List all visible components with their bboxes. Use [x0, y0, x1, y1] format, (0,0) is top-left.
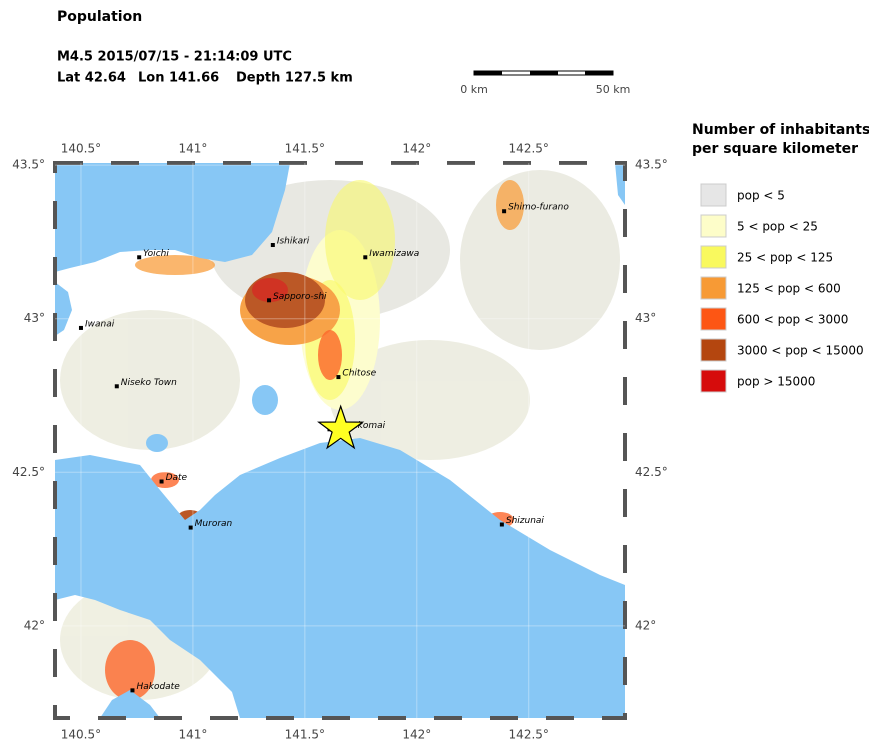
city-label: Tomakomai	[333, 421, 385, 431]
y-tick-label: 42°	[24, 618, 45, 632]
legend-label: 600 < pop < 3000	[737, 313, 848, 327]
legend-label: 125 < pop < 600	[737, 282, 841, 296]
city-marker	[78, 325, 83, 330]
city-label: Date	[166, 473, 188, 483]
lat-info: Lat 42.64	[57, 71, 126, 86]
city-marker	[188, 525, 193, 530]
title: Population	[57, 9, 142, 25]
x-tick-label: 142.5°	[509, 728, 549, 742]
city-label: Sapporo-shi	[273, 292, 327, 302]
city-marker	[502, 209, 507, 214]
x-tick-label: 141.5°	[285, 728, 325, 742]
legend-swatch	[700, 307, 727, 331]
scale-start: 0 km	[460, 83, 488, 96]
legend-swatch	[700, 245, 727, 269]
legend-label: 25 < pop < 125	[737, 251, 833, 265]
legend: Number of inhabitants per square kilomet…	[692, 122, 869, 393]
city-label: Shizunai	[506, 516, 545, 526]
city-label: Chitose	[342, 369, 376, 379]
city-label: Yoichi	[143, 249, 169, 259]
depth-info: Depth 127.5 km	[236, 71, 353, 86]
city-marker	[114, 384, 119, 389]
scale-end: 50 km	[596, 83, 631, 96]
event-info: M4.5 2015/07/15 - 21:14:09 UTC	[57, 50, 292, 65]
legend-swatch	[700, 338, 727, 362]
lon-info: Lon 141.66	[138, 71, 219, 86]
y-tick-label: 43°	[24, 311, 45, 325]
y-tick-label: 43°	[635, 311, 656, 325]
city-marker	[363, 255, 368, 260]
city-label: Niseko Town	[121, 378, 177, 388]
x-tick-label: 140.5°	[61, 142, 101, 156]
city-marker	[159, 479, 164, 484]
city-label: Iwamizawa	[369, 249, 419, 259]
x-tick-label: 142.5°	[509, 142, 549, 156]
legend-label: pop < 5	[737, 189, 785, 203]
y-tick-label: 42.5°	[635, 465, 668, 479]
y-tick-label: 43.5°	[12, 158, 45, 172]
x-tick-label: 141.5°	[285, 142, 325, 156]
city-label: Ishikari	[277, 237, 310, 247]
legend-title: Number of inhabitants	[692, 122, 869, 138]
y-tick-label: 42.5°	[12, 465, 45, 479]
city-marker	[137, 255, 142, 260]
x-tick-label: 142°	[402, 728, 431, 742]
city-label: Iwanai	[85, 319, 115, 329]
legend-swatch	[700, 369, 727, 393]
legend-swatch	[700, 276, 727, 300]
city-marker	[270, 243, 275, 248]
x-tick-label: 140.5°	[61, 728, 101, 742]
city-marker	[267, 298, 272, 303]
city-label: Hakodate	[136, 682, 180, 692]
x-tick-label: 141°	[178, 142, 207, 156]
city-marker	[336, 375, 341, 380]
legend-label: 3000 < pop < 15000	[737, 344, 864, 358]
legend-title: per square kilometer	[692, 141, 858, 157]
x-tick-label: 141°	[178, 728, 207, 742]
y-tick-label: 42°	[635, 618, 656, 632]
y-tick-label: 43.5°	[635, 158, 668, 172]
legend-swatch	[700, 183, 727, 207]
epicenter-star	[317, 404, 365, 450]
legend-label: pop > 15000	[737, 375, 815, 389]
city-marker	[499, 522, 504, 527]
city-label: Shimo-furano	[508, 203, 569, 213]
map-area	[53, 161, 627, 720]
legend-swatch	[700, 214, 727, 238]
x-tick-label: 142°	[402, 142, 431, 156]
city-marker	[130, 688, 135, 693]
city-label: Muroran	[195, 519, 233, 529]
legend-label: 5 < pop < 25	[737, 220, 818, 234]
scale-bar: 0 km 50 km	[460, 70, 631, 96]
